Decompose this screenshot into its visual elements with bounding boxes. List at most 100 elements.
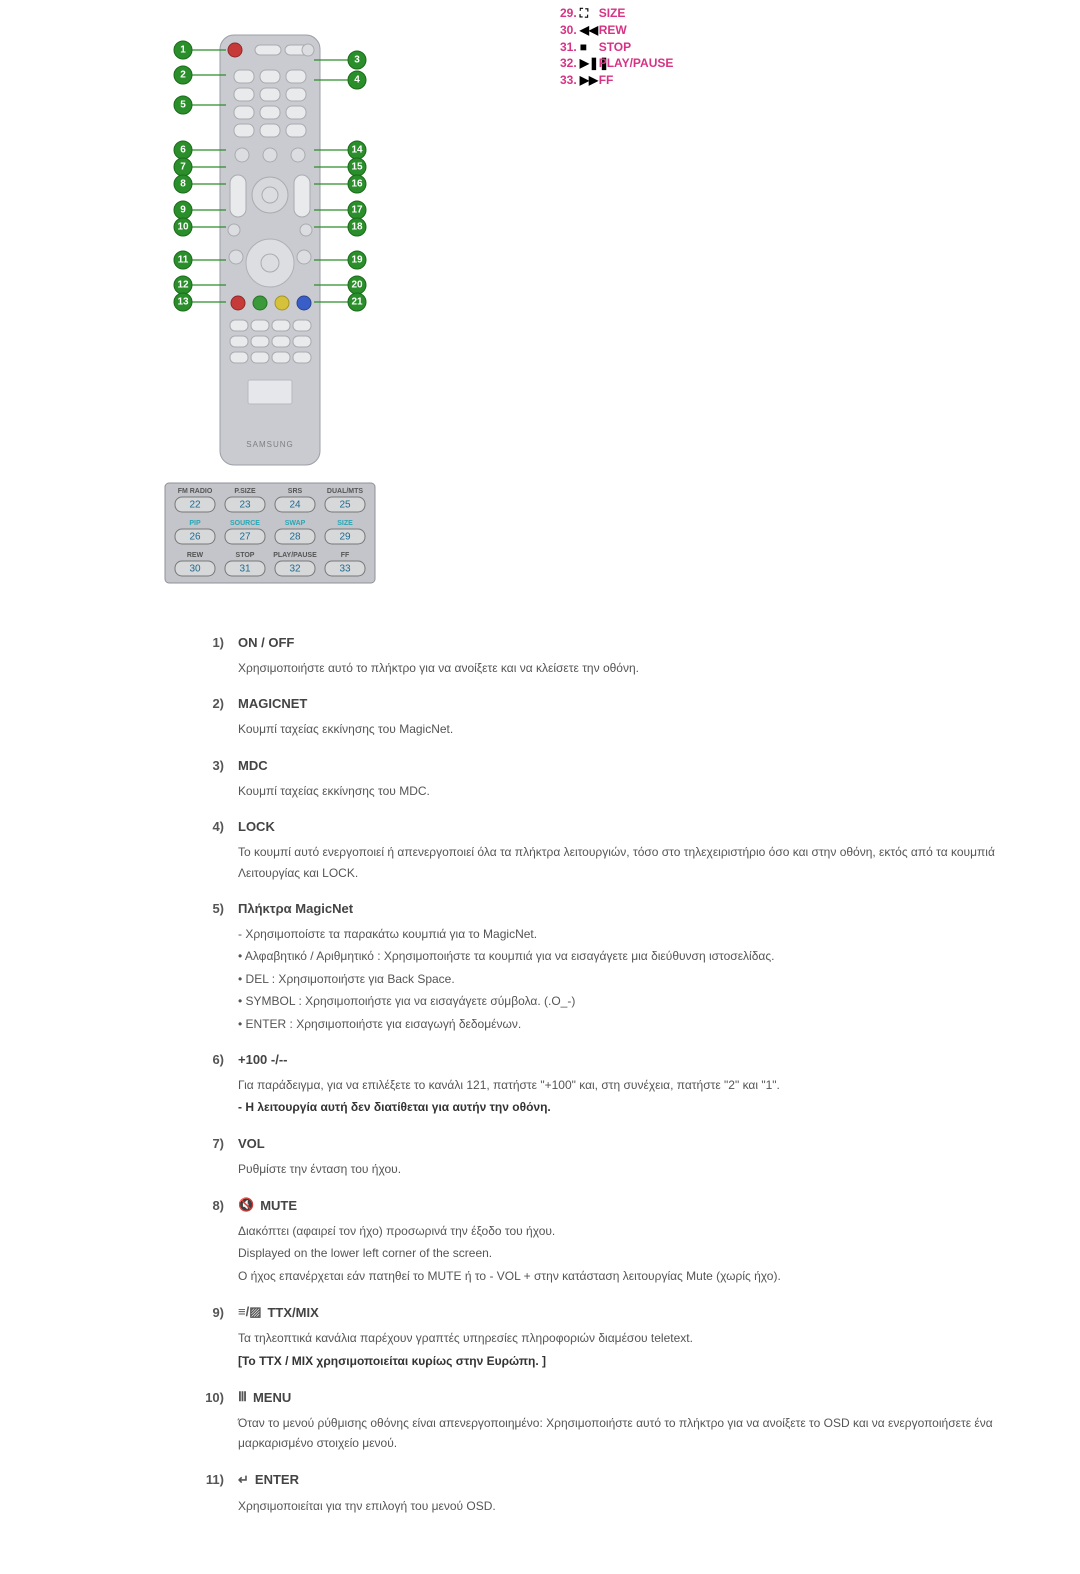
description-body: Διακόπτει (αφαιρεί τον ήχο) προσωρινά τη…	[200, 1221, 1000, 1286]
legend-row: 30.◀◀REW	[560, 22, 673, 39]
description-line: • SYMBOL : Χρησιμοποιήστε για να εισαγάγ…	[238, 991, 1000, 1011]
legend-number: 29.	[560, 5, 577, 22]
description-line: [Το TTX / MIX χρησιμοποιείται κυρίως στη…	[238, 1351, 1000, 1371]
svg-text:23: 23	[239, 500, 251, 511]
description-head: 2)MAGICNET	[200, 696, 1000, 711]
svg-text:FM RADIO: FM RADIO	[178, 488, 213, 495]
svg-text:SOURCE: SOURCE	[230, 520, 260, 527]
description-head: 4) LOCK	[200, 819, 1000, 834]
svg-text:STOP: STOP	[236, 552, 255, 559]
remote-svg: SAMSUNG125678910111213341415161718192021…	[135, 5, 405, 595]
description-body: Για παράδειγμα, για να επιλέξετε το κανά…	[200, 1075, 1000, 1118]
description-title-text: TTX/MIX	[267, 1305, 318, 1320]
legend-label: REW	[599, 22, 627, 39]
description-head: 7)VOL	[200, 1136, 1000, 1151]
description-body: Χρησιμοποιήστε αυτό το πλήκτρο για να αν…	[200, 658, 1000, 678]
svg-text:4: 4	[354, 75, 360, 86]
legend-icon: ◀◀	[580, 22, 596, 39]
descriptions: 1) ON / OFF Χρησιμοποιήστε αυτό το πλήκτρο…	[0, 595, 1080, 1516]
svg-text:7: 7	[180, 162, 186, 173]
description-title: Πλήκτρα MagicNet	[238, 901, 353, 916]
description-body: Το κουμπί αυτό ενεργοποιεί ή απενεργοποι…	[200, 842, 1000, 883]
legend-list: 29.⛶SIZE30.◀◀REW31.■STOP32.▶❚❚PLAY/PAUSE…	[540, 5, 673, 89]
description-line: - Χρησιμοποίστε τα παρακάτω κουμπιά για …	[238, 924, 1000, 944]
svg-text:16: 16	[351, 179, 363, 190]
description-number: 3)	[200, 758, 224, 773]
description-title-text: VOL	[238, 1136, 265, 1151]
svg-text:18: 18	[351, 222, 363, 233]
description-title-text: ON / OFF	[238, 635, 294, 650]
description-title: 🔇MUTE	[238, 1197, 297, 1213]
svg-text:SAMSUNG: SAMSUNG	[246, 440, 293, 449]
legend-row: 31.■STOP	[560, 39, 673, 56]
description-item: 2)MAGICNET Κουμπί ταχείας εκκίνησης του M…	[200, 696, 1000, 739]
description-item: 3)MDCΚουμπί ταχείας εκκίνησης του MDC.	[200, 758, 1000, 801]
svg-text:P.SIZE: P.SIZE	[234, 488, 256, 495]
description-number: 10)	[200, 1390, 224, 1405]
description-item: 4) LOCK Το κουμπί αυτό ενεργοποιεί ή απενε…	[200, 819, 1000, 883]
description-title: MAGICNET	[238, 696, 307, 711]
svg-text:PIP: PIP	[189, 520, 201, 527]
description-item: 9)≡/▨TTX/MIXΤα τηλεοπτικά κανάλια παρέχο…	[200, 1304, 1000, 1371]
description-item: 5)Πλήκτρα MagicNet- Χρησιμοποίστε τα παρ…	[200, 901, 1000, 1034]
description-body: Κουμπί ταχείας εκκίνησης του MagicNet.	[200, 719, 1000, 739]
top-row: SAMSUNG125678910111213341415161718192021…	[0, 0, 1080, 595]
description-number: 6)	[200, 1052, 224, 1067]
legend-row: 32.▶❚❚PLAY/PAUSE	[560, 55, 673, 72]
description-title: MDC	[238, 758, 268, 773]
description-title-icon: 🔇	[238, 1197, 254, 1213]
legend-number: 31.	[560, 39, 577, 56]
legend-label: PLAY/PAUSE	[599, 55, 674, 72]
description-line: Displayed on the lower left corner of th…	[238, 1243, 1000, 1263]
description-line: • DEL : Χρησιμοποιήστε για Back Space.	[238, 969, 1000, 989]
description-title-text: MENU	[253, 1390, 291, 1405]
description-title-text: LOCK	[238, 819, 275, 834]
svg-text:SWAP: SWAP	[285, 520, 306, 527]
legend-number: 30.	[560, 22, 577, 39]
description-title-text: ENTER	[255, 1472, 299, 1487]
svg-text:DUAL/MTS: DUAL/MTS	[327, 488, 363, 495]
legend-label: SIZE	[599, 5, 626, 22]
description-number: 9)	[200, 1305, 224, 1320]
svg-text:33: 33	[339, 564, 351, 575]
svg-text:REW: REW	[187, 552, 204, 559]
legend-number: 32.	[560, 55, 577, 72]
description-item: 6)+100 -/--Για παράδειγμα, για να επιλέξ…	[200, 1052, 1000, 1118]
description-line: Χρησιμοποιείται για την επιλογή του μενο…	[238, 1496, 1000, 1516]
description-title: LOCK	[238, 819, 275, 834]
description-line: Ο ήχος επανέρχεται εάν πατηθεί το MUTE ή…	[238, 1266, 1000, 1286]
legend-number: 33.	[560, 72, 577, 89]
description-number: 4)	[200, 819, 224, 834]
legend-label: STOP	[599, 39, 631, 56]
description-line: • Αλφαβητικό / Αριθμητικό : Χρησιμοποιήσ…	[238, 946, 1000, 966]
description-item: 10) ⅢMENU Όταν το μενού ρύθμισης οθόνης εί…	[200, 1389, 1000, 1454]
description-item: 1) ON / OFF Χρησιμοποιήστε αυτό το πλήκτρο…	[200, 635, 1000, 678]
description-body: - Χρησιμοποίστε τα παρακάτω κουμπιά για …	[200, 924, 1000, 1034]
svg-text:11: 11	[178, 255, 189, 266]
page: SAMSUNG125678910111213341415161718192021…	[0, 0, 1080, 1574]
svg-text:8: 8	[180, 179, 186, 190]
description-body: Ρυθμίστε την ένταση του ήχου.	[200, 1159, 1000, 1179]
description-number: 1)	[200, 635, 224, 650]
svg-text:10: 10	[177, 222, 189, 233]
svg-text:30: 30	[189, 564, 201, 575]
description-title-text: MAGICNET	[238, 696, 307, 711]
remote-illustration-area: SAMSUNG125678910111213341415161718192021…	[0, 5, 540, 595]
description-line: Όταν το μενού ρύθμισης οθόνης είναι απεν…	[238, 1413, 1000, 1454]
legend-icon: ⛶	[580, 5, 596, 22]
description-line: Το κουμπί αυτό ενεργοποιεί ή απενεργοποι…	[238, 842, 1000, 883]
legend-row: 33.▶▶FF	[560, 72, 673, 89]
svg-text:19: 19	[351, 255, 363, 266]
description-body: Χρησιμοποιείται για την επιλογή του μενο…	[200, 1496, 1000, 1516]
description-title: VOL	[238, 1136, 265, 1151]
svg-text:21: 21	[351, 297, 363, 308]
svg-text:SRS: SRS	[288, 488, 303, 495]
description-line: Χρησιμοποιήστε αυτό το πλήκτρο για να αν…	[238, 658, 1000, 678]
legend-label: FF	[599, 72, 614, 89]
description-title-text: Πλήκτρα MagicNet	[238, 901, 353, 916]
svg-text:14: 14	[351, 145, 363, 156]
description-line: - Η λειτουργία αυτή δεν διατίθεται για α…	[238, 1097, 1000, 1117]
description-title: ⅢMENU	[238, 1389, 291, 1405]
svg-text:31: 31	[239, 564, 251, 575]
description-line: Κουμπί ταχείας εκκίνησης του MagicNet.	[238, 719, 1000, 739]
